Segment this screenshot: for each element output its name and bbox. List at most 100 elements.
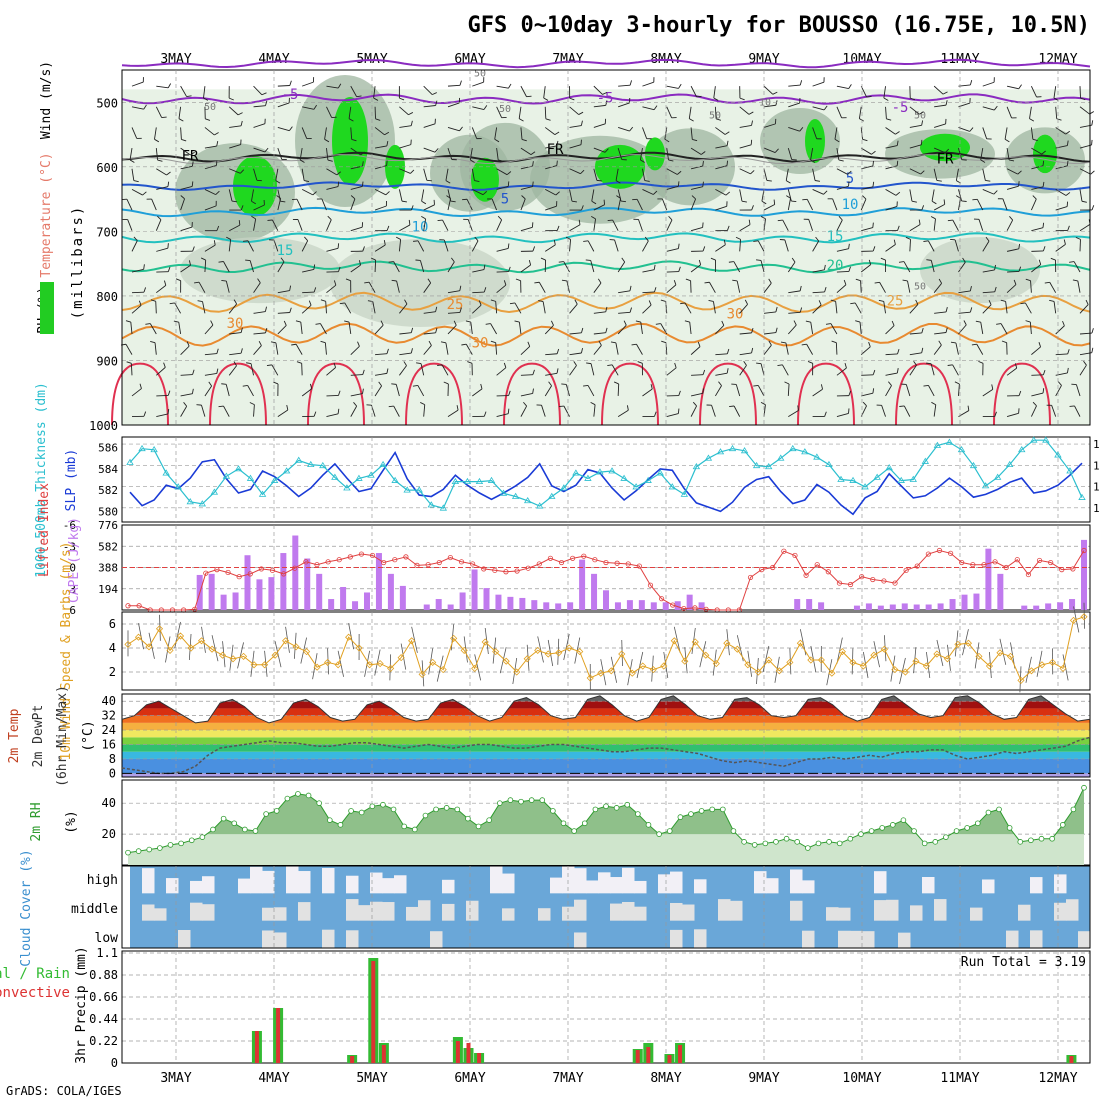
wind-barb-flag: [838, 215, 843, 221]
wind-barb-flag: [715, 118, 721, 121]
wind-barb-flag: [578, 111, 584, 115]
wind-speed-marker: [376, 660, 384, 668]
wind-barb: [520, 374, 533, 376]
cloud-block-high: [1054, 874, 1067, 894]
wind-barb-10m: [954, 630, 959, 657]
wind-barb-flag: [440, 341, 446, 344]
wind-barb-flag: [133, 180, 139, 183]
thickness-tick-label: 582: [98, 484, 118, 497]
wind-barb: [909, 239, 911, 252]
wind-barb-flag: [221, 279, 227, 282]
wind-barb-flag: [726, 140, 729, 146]
wind-barb-flag: [872, 222, 874, 228]
wind-barb-flag: [574, 299, 578, 305]
wind-barb: [374, 324, 384, 335]
wind-barb: [301, 168, 305, 181]
wind-barb: [520, 186, 533, 190]
wind-barb: [1006, 219, 1014, 231]
wind-barb-flag: [805, 320, 811, 323]
wind-speed-marker: [565, 644, 573, 652]
wind-barb-flag: [474, 236, 479, 242]
rh-contour-label: 50: [499, 104, 511, 115]
wind-barb: [324, 127, 327, 140]
lifted-index-marker: [314, 562, 320, 568]
wind-barb-flag: [888, 381, 892, 386]
wind-barb-flag: [483, 287, 487, 293]
wind-barb: [393, 405, 400, 417]
wind-barb-flag: [872, 246, 876, 252]
wind-barb-flag: [530, 151, 536, 156]
wind-barb: [326, 85, 339, 89]
cape-bar: [614, 602, 621, 610]
wind-barb: [469, 148, 473, 161]
wind-barb: [302, 269, 314, 273]
wind-speed-marker: [345, 633, 353, 641]
wind-barb-flag: [921, 328, 924, 334]
precip-convective-bar: [350, 1056, 355, 1063]
wind-barb: [277, 147, 283, 160]
wind-barb: [739, 189, 743, 202]
wind-barb: [204, 385, 212, 397]
wind-barb-flag: [558, 405, 564, 408]
wind-barb-flag: [320, 299, 326, 302]
wind-barb: [684, 302, 692, 314]
isotherm-minus5-top: [121, 58, 1091, 69]
wind-barb: [642, 304, 652, 314]
cape-bar: [567, 602, 574, 610]
wind-barb-flag: [286, 404, 289, 411]
wind-barb-flag: [775, 306, 778, 313]
wind-barb-10m: [148, 632, 155, 659]
wind-barb: [958, 84, 971, 87]
wind-barb: [763, 104, 776, 108]
wind-barb: [976, 343, 984, 355]
wind-barb: [565, 384, 570, 397]
thickness-marker: [174, 483, 182, 490]
wind-barb-flag: [818, 300, 822, 306]
wind-barb: [715, 244, 726, 252]
thickness-marker: [403, 486, 411, 493]
wind-barb: [713, 301, 716, 314]
lifted-index-marker: [759, 567, 765, 573]
wind-barb: [130, 322, 133, 335]
wind-barb-flag: [167, 408, 170, 415]
wind-barb-flag: [898, 261, 905, 263]
cloud-block-high: [190, 880, 203, 894]
wind-barb-flag: [991, 384, 994, 390]
wind-barb-flag: [426, 179, 432, 182]
cloud-block-low: [262, 930, 275, 948]
wind-barb-flag: [350, 195, 356, 200]
wind-barb-flag: [336, 171, 341, 176]
wind-barb: [763, 218, 766, 231]
isotherm-label: 5: [846, 171, 854, 187]
wind-barb-flag: [289, 285, 292, 291]
wind-barb: [180, 393, 193, 397]
wind-barb: [465, 344, 473, 355]
wind-barb: [180, 226, 193, 232]
rh2m-marker: [624, 801, 631, 808]
cape-bar: [579, 559, 586, 610]
wind-barb-flag: [233, 361, 237, 367]
wind-speed-marker: [502, 657, 510, 665]
cloud-block-high: [370, 872, 383, 894]
wind-barb: [399, 125, 412, 128]
wind-barb-flag: [200, 257, 206, 261]
wind-barb: [228, 106, 239, 116]
wind-barb-flag: [723, 239, 726, 245]
wind-barb-10m: [337, 650, 344, 677]
temp-unit-label: (°C): [81, 720, 96, 751]
wind-barb: [958, 198, 961, 211]
wind-barb-flag: [586, 362, 592, 365]
isotherm-15: [121, 232, 1091, 244]
wind-barb-flag: [585, 259, 591, 261]
wind-speed-marker: [1038, 661, 1046, 669]
wind-barb: [1079, 364, 1087, 376]
rh2m-marker: [528, 797, 535, 803]
wind-barb: [204, 260, 207, 273]
wind-barb-flag: [378, 381, 382, 387]
wind-barb: [277, 312, 290, 314]
wind-barb-flag: [862, 401, 867, 407]
wind-barb: [907, 280, 911, 293]
wind-barb: [204, 205, 217, 211]
wind-barb-10m: [237, 642, 244, 669]
wind-barb-flag: [358, 260, 362, 266]
